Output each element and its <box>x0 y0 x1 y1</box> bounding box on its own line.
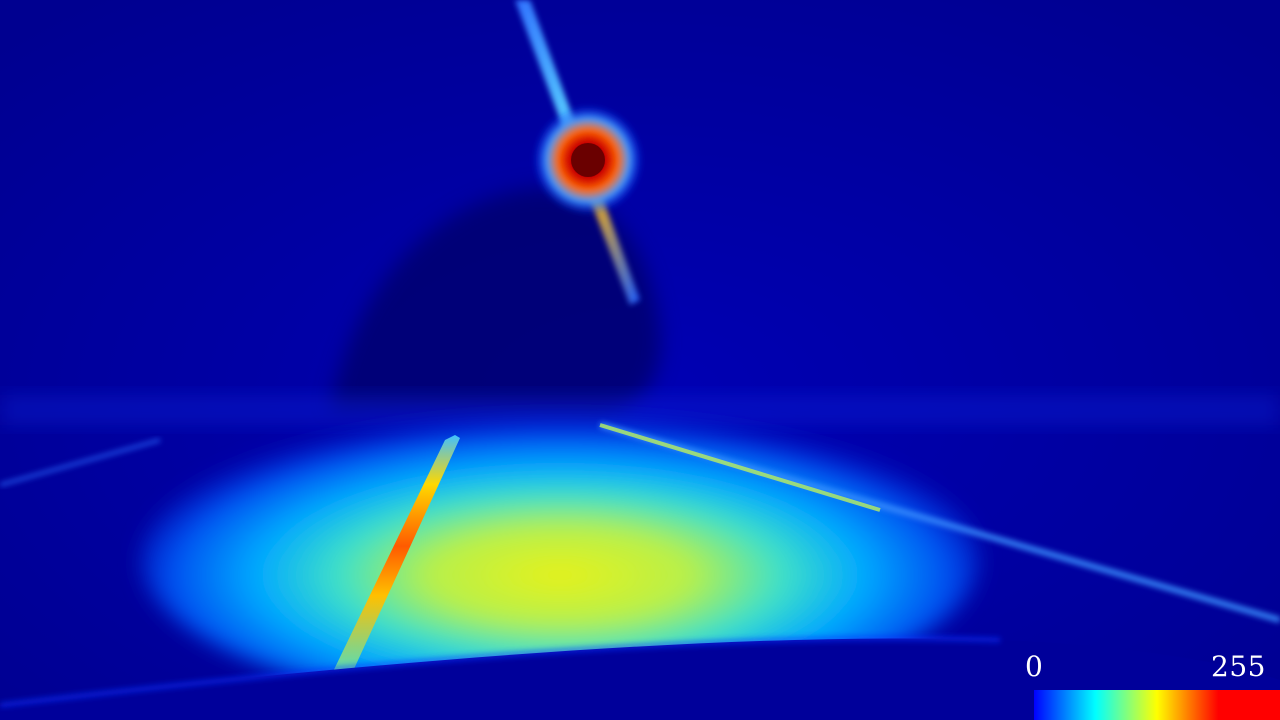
vehicle-hood <box>0 638 1280 720</box>
vehicle-hood-edge <box>0 635 1001 708</box>
street-lamp-core <box>571 143 605 177</box>
left-shoulder-line <box>0 438 161 487</box>
colorbar-min-label: 0 <box>1025 650 1044 683</box>
center-lane-line <box>328 435 460 682</box>
colorbar-max-label: 255 <box>1211 650 1266 683</box>
tree-silhouette <box>330 187 661 415</box>
right-edge-line-near <box>599 423 881 512</box>
colorbar-gradient <box>1034 690 1280 720</box>
headlight-road-glow <box>140 410 980 710</box>
colorbar <box>1034 690 1280 720</box>
